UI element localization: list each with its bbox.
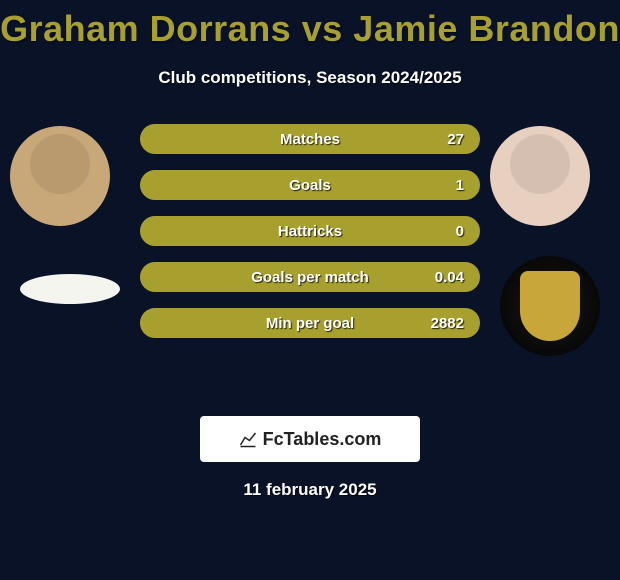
stat-label: Min per goal	[266, 315, 354, 332]
stat-row-min-per-goal: . Min per goal 2882	[140, 308, 480, 338]
stat-value: 2882	[431, 315, 464, 332]
comparison-panel: . Matches 27 . Goals 1 . Hattricks 0 . G…	[0, 116, 620, 396]
stat-label: Goals per match	[251, 269, 369, 286]
player2-name: Jamie Brandon	[353, 8, 620, 49]
stat-row-matches: . Matches 27	[140, 124, 480, 154]
stat-label: Hattricks	[278, 223, 342, 240]
fctables-logo: FcTables.com	[200, 416, 420, 462]
player2-club-badge	[500, 256, 600, 356]
stats-bars: . Matches 27 . Goals 1 . Hattricks 0 . G…	[140, 124, 480, 354]
stat-row-goals-per-match: . Goals per match 0.04	[140, 262, 480, 292]
shield-icon	[520, 271, 580, 341]
player1-club-badge	[20, 274, 120, 304]
page-title: Graham Dorrans vs Jamie Brandon	[0, 0, 620, 50]
stat-label: Goals	[289, 177, 331, 194]
stat-value: 0	[456, 223, 464, 240]
date-text: 11 february 2025	[0, 480, 620, 500]
subtitle: Club competitions, Season 2024/2025	[0, 68, 620, 88]
stat-row-hattricks: . Hattricks 0	[140, 216, 480, 246]
chart-icon	[239, 430, 257, 448]
stat-value: 0.04	[435, 269, 464, 286]
stat-value: 1	[456, 177, 464, 194]
logo-text: FcTables.com	[263, 429, 382, 450]
player1-avatar	[10, 126, 110, 226]
vs-word: vs	[302, 8, 343, 49]
player2-avatar	[490, 126, 590, 226]
stat-label: Matches	[280, 131, 340, 148]
player1-name: Graham Dorrans	[0, 8, 291, 49]
stat-row-goals: . Goals 1	[140, 170, 480, 200]
stat-value: 27	[447, 131, 464, 148]
